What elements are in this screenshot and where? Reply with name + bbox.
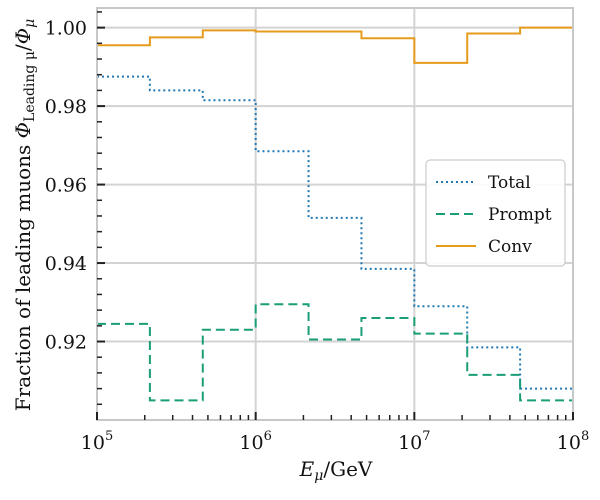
tick-labels: 0.92 0.94 0.96 0.98 1.00 105 106 107 108 <box>45 18 590 454</box>
x-axis-label-sub: μ <box>314 468 323 484</box>
x-tick-label: 107 <box>398 429 430 454</box>
x-axis-label-unit: /GeV <box>323 457 373 481</box>
series-line-prompt <box>97 303 573 402</box>
y-axis-label: Fraction of leading muons ΦLeading μ/Φμ <box>11 19 38 411</box>
series-line-total <box>97 75 573 390</box>
y-axis-label-text: Fraction of leading muons <box>11 138 35 411</box>
y-tick-label: 0.96 <box>45 175 87 197</box>
y-axis-label-slash: / <box>11 44 35 51</box>
x-tick-label: 106 <box>239 429 271 454</box>
y-tick-label: 0.94 <box>45 253 87 275</box>
y-axis-label-sub2: μ <box>22 19 38 28</box>
x-tick-label: 105 <box>81 429 113 454</box>
series-line-conv <box>97 26 573 64</box>
x-tick-label: 108 <box>557 429 589 454</box>
series-group <box>97 26 573 402</box>
y-tick-label: 1.00 <box>45 18 87 40</box>
plot-frame <box>96 7 574 421</box>
y-tick-label: 0.92 <box>45 332 87 354</box>
legend-label-conv: Conv <box>488 237 532 257</box>
legend-label-total: Total <box>488 173 531 193</box>
x-axis-label-main: E <box>299 457 315 481</box>
legend-box <box>425 159 566 267</box>
legend-label-prompt: Prompt <box>488 205 552 225</box>
axis-ticks <box>96 11 574 420</box>
x-axis-label: Eμ/GeV <box>299 457 373 484</box>
y-axis-label-phi2: Φ <box>11 28 35 44</box>
y-axis-label-phi: Φ <box>11 122 35 138</box>
legend: Total Prompt Conv <box>425 159 566 267</box>
y-axis-label-sub1: Leading μ <box>22 51 38 122</box>
y-tick-label: 0.98 <box>45 96 87 118</box>
